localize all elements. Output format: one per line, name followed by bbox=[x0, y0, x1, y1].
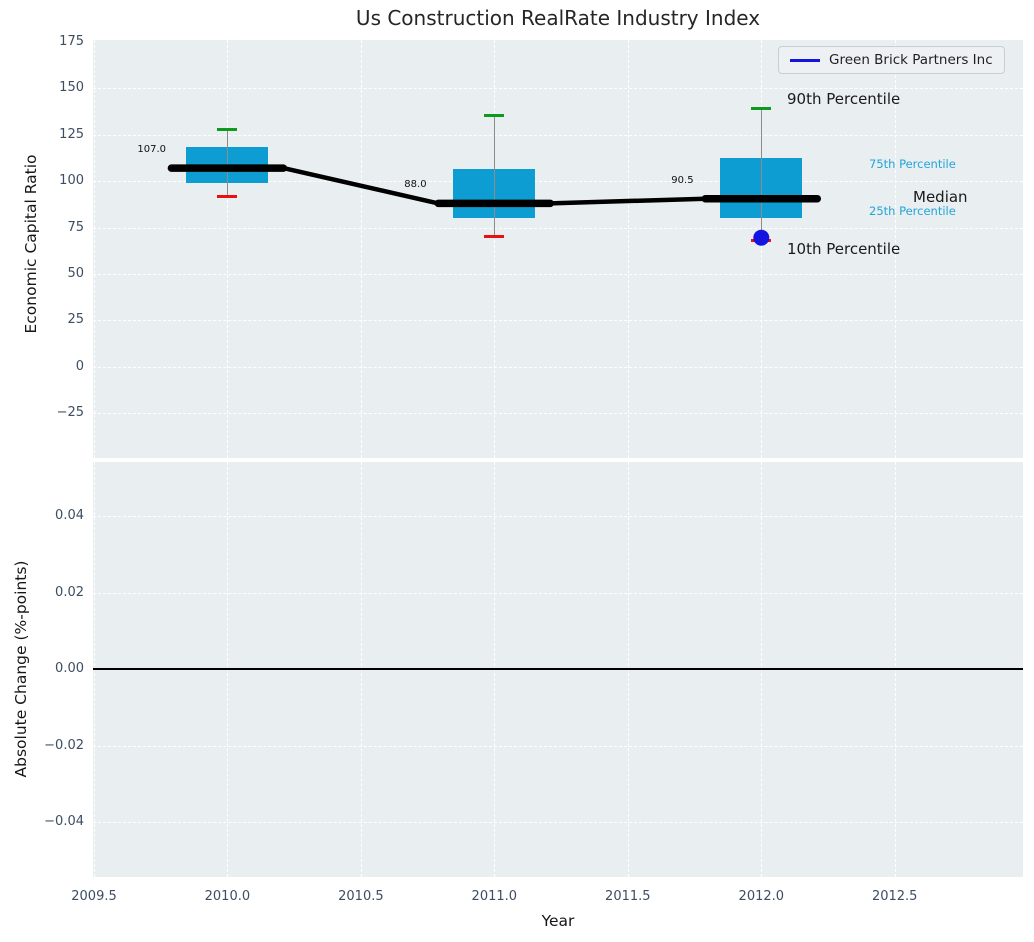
gridline-horizontal bbox=[93, 134, 1023, 136]
gridline-vertical bbox=[227, 40, 229, 458]
annotation-75th-percentile: 75th Percentile bbox=[869, 156, 956, 171]
annotation-25th-percentile: 25th Percentile bbox=[869, 203, 956, 218]
y-tick-label: 0.00 bbox=[55, 661, 84, 676]
x-tick-label: 2011.0 bbox=[471, 889, 518, 904]
gridline-horizontal bbox=[93, 413, 1023, 414]
whisker-line bbox=[493, 115, 495, 237]
y-tick-label: 0.02 bbox=[55, 584, 84, 600]
y-tick-label: 175 bbox=[59, 34, 84, 49]
chart-title: Us Construction RealRate Industry Index bbox=[355, 6, 761, 30]
median-value-label: 90.5 bbox=[671, 174, 694, 186]
median-value-label: 107.0 bbox=[137, 144, 167, 156]
top-panel bbox=[93, 40, 1023, 458]
y-tick-label: 0 bbox=[75, 358, 84, 374]
y-tick-label: −0.04 bbox=[44, 814, 84, 829]
y-tick-label: 100 bbox=[59, 173, 84, 189]
x-tick-label: 2012.5 bbox=[871, 889, 918, 904]
whisker-line bbox=[226, 129, 228, 196]
legend-label: Green Brick Partners Inc bbox=[829, 52, 993, 68]
x-tick-label: 2012.0 bbox=[738, 889, 785, 904]
gridline-horizontal bbox=[93, 320, 1023, 322]
y-tick-label: 0.04 bbox=[55, 508, 84, 523]
cap-90th-percentile bbox=[217, 127, 238, 131]
y-tick-label: 50 bbox=[67, 265, 84, 281]
gridline-horizontal bbox=[93, 273, 1023, 275]
x-tick-label: 2010.5 bbox=[338, 889, 384, 904]
zero-line bbox=[93, 668, 1023, 670]
annotation-90th-percentile: 90th Percentile bbox=[787, 89, 901, 108]
y-tick-label: 25 bbox=[67, 312, 84, 328]
x-tick-label: 2010.0 bbox=[204, 889, 251, 904]
x-axis-label: Year bbox=[541, 912, 575, 930]
cap-90th-percentile bbox=[751, 107, 772, 111]
x-tick-label: 2011.5 bbox=[605, 889, 651, 904]
gridline-horizontal bbox=[93, 822, 1023, 823]
annotation-10th-percentile: 10th Percentile bbox=[787, 239, 901, 258]
median-value-label: 88.0 bbox=[404, 179, 427, 191]
y-tick-label: 150 bbox=[59, 80, 84, 96]
x-tick-label: 2009.5 bbox=[71, 889, 117, 904]
cap-10th-percentile bbox=[751, 239, 772, 242]
gridline-vertical bbox=[94, 40, 95, 458]
annotation-median: Median bbox=[913, 187, 968, 206]
gridline-horizontal bbox=[93, 745, 1023, 747]
y-tick-label: 75 bbox=[67, 219, 84, 235]
y-tick-label: −25 bbox=[56, 405, 84, 420]
cap-10th-percentile bbox=[217, 194, 238, 198]
cap-10th-percentile bbox=[484, 235, 505, 239]
y-tick-label: −0.02 bbox=[44, 737, 84, 753]
gridline-vertical bbox=[761, 40, 763, 458]
gridline-horizontal bbox=[93, 227, 1023, 229]
legend: Green Brick Partners Inc bbox=[778, 46, 1005, 74]
gridline-horizontal bbox=[93, 366, 1023, 368]
legend-line-sample bbox=[790, 58, 820, 62]
y-tick-label: 125 bbox=[59, 126, 84, 142]
gridline-vertical bbox=[494, 40, 496, 458]
cap-90th-percentile bbox=[484, 113, 505, 117]
gridline-horizontal bbox=[93, 516, 1023, 517]
gridline-horizontal bbox=[93, 592, 1023, 594]
gridline-vertical bbox=[360, 40, 362, 458]
gridline-vertical bbox=[627, 40, 629, 458]
gridline-horizontal bbox=[93, 88, 1023, 90]
gridline-vertical bbox=[894, 40, 896, 458]
whisker-line bbox=[760, 108, 762, 241]
